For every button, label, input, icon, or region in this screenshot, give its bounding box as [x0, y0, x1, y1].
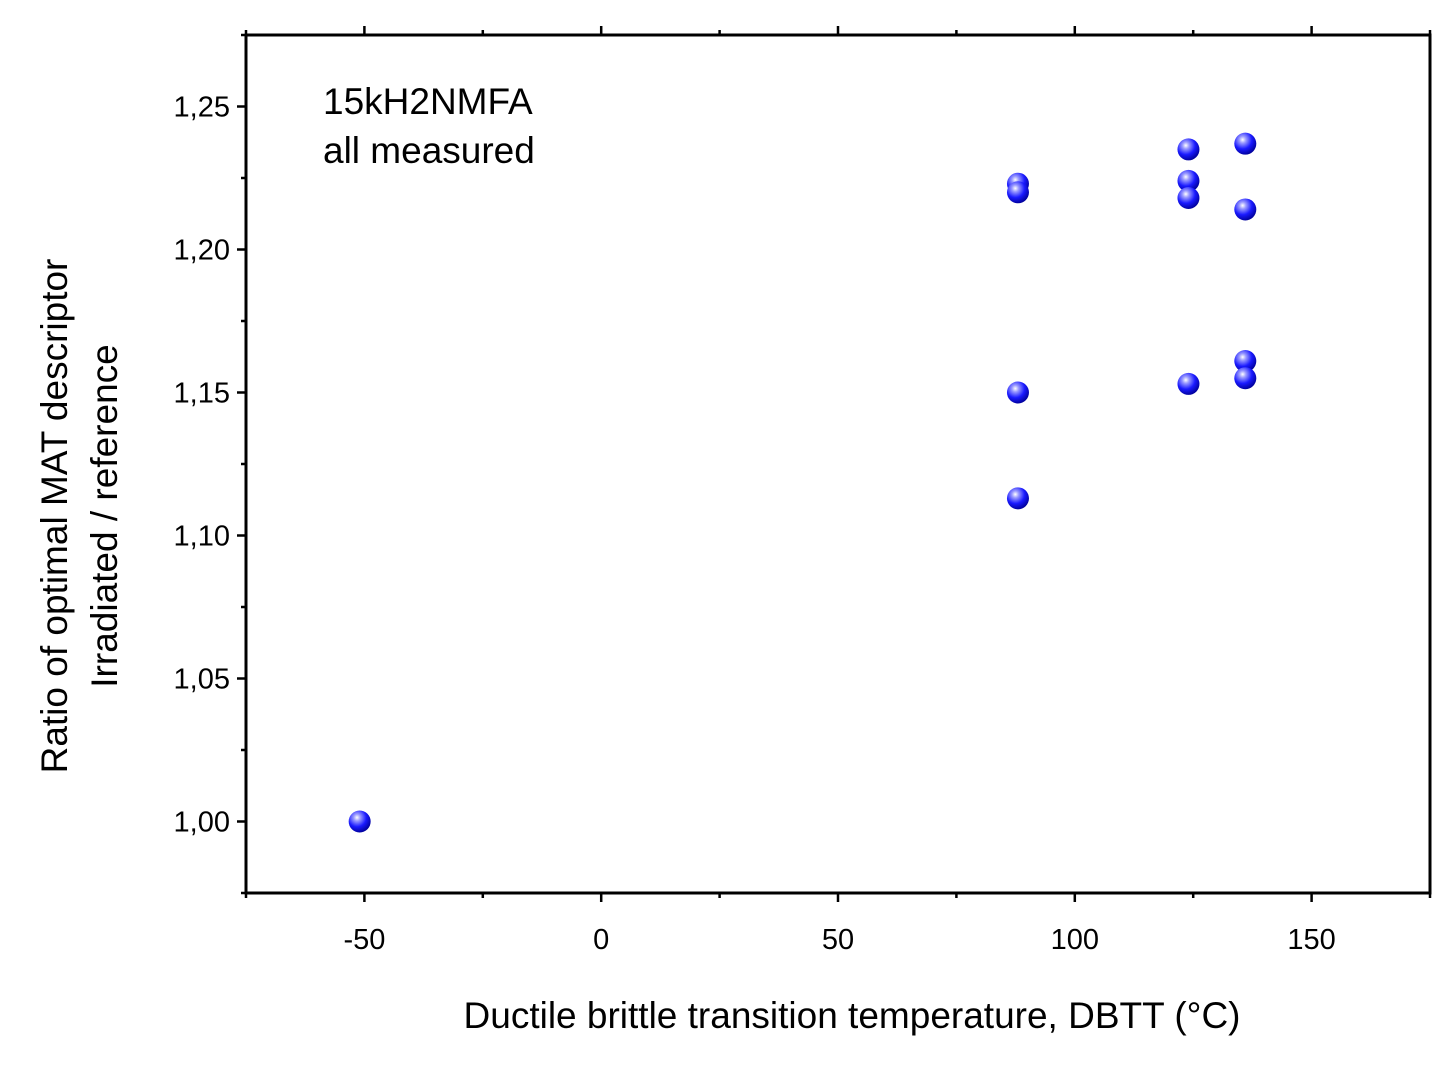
data-point	[1006, 487, 1029, 510]
data-point	[1234, 350, 1257, 373]
data-point	[1234, 367, 1257, 390]
data-point	[1234, 198, 1257, 221]
x-tick-label: -50	[343, 924, 385, 956]
data-point	[348, 810, 371, 833]
axis-ticks	[237, 26, 1432, 902]
data-point	[1177, 138, 1200, 161]
data-points	[348, 132, 1257, 833]
x-tick-label: 100	[1051, 924, 1099, 956]
data-point	[1234, 132, 1257, 155]
data-point	[1177, 372, 1200, 395]
data-point	[1177, 187, 1200, 210]
x-tick-label: 50	[822, 924, 854, 956]
y-tick-label: 1,15	[174, 378, 230, 410]
y-tick-label: 1,00	[174, 807, 230, 839]
data-point	[1006, 181, 1029, 204]
y-axis-title-line-1: Ratio of optimal MAT descriptor	[34, 259, 75, 774]
y-tick-label: 1,25	[174, 92, 230, 124]
x-axis-title: Ductile brittle transition temperature, …	[464, 995, 1241, 1036]
tick-labels: -50 0 50 100 150 1,00 1,05 1,10 1,15 1,20 1,25	[174, 92, 1336, 957]
annotation-line-2: all measured	[323, 130, 535, 171]
y-tick-label: 1,20	[174, 235, 230, 267]
y-axis-title-line-2: Irradiated / reference	[84, 344, 125, 687]
y-tick-label: 1,10	[174, 521, 230, 553]
data-point	[1006, 381, 1029, 404]
y-tick-label: 1,05	[174, 664, 230, 696]
data-point	[1177, 169, 1200, 192]
x-tick-label: 0	[593, 924, 609, 956]
annotation-line-1: 15kH2NMFA	[323, 81, 533, 122]
x-tick-label: 150	[1287, 924, 1335, 956]
